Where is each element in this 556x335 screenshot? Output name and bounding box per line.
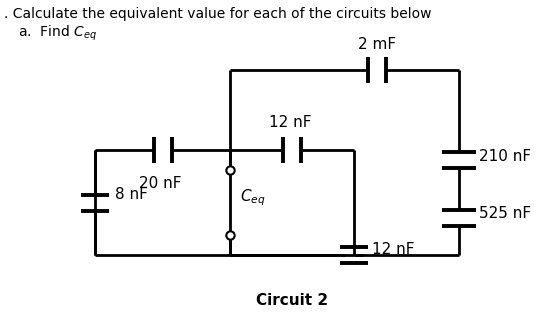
Text: 8 nF: 8 nF (115, 188, 148, 202)
Text: 12 nF: 12 nF (269, 115, 312, 130)
Text: 2 mF: 2 mF (358, 37, 396, 52)
Text: . Calculate the equivalent value for each of the circuits below: . Calculate the equivalent value for eac… (4, 7, 431, 21)
Text: a.  Find $C_{eq}$: a. Find $C_{eq}$ (18, 23, 97, 43)
Text: $C_{eq}$: $C_{eq}$ (240, 187, 265, 208)
Text: 20 nF: 20 nF (140, 176, 182, 191)
Text: 210 nF: 210 nF (479, 148, 531, 163)
Text: 12 nF: 12 nF (373, 242, 415, 257)
Text: Circuit 2: Circuit 2 (256, 293, 328, 308)
Text: 525 nF: 525 nF (479, 206, 531, 221)
